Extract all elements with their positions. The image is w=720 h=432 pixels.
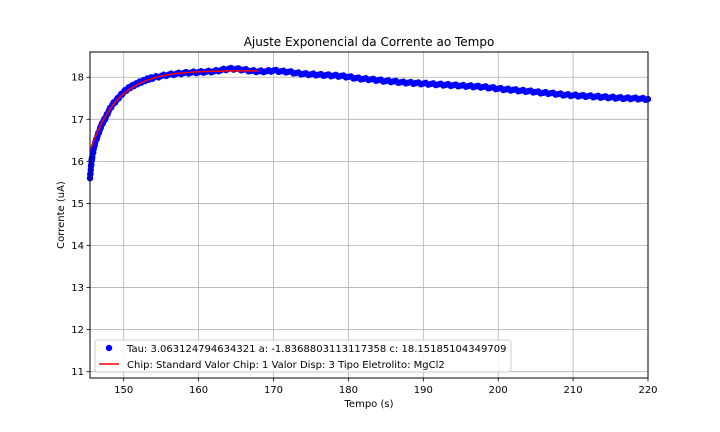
scatter-series: [86, 64, 652, 182]
plot-area: [86, 51, 652, 379]
y-tick-label: 13: [71, 283, 84, 294]
plot-background: [90, 52, 648, 378]
chart-title: Ajuste Exponencial da Corrente ao Tempo: [244, 35, 495, 49]
y-tick-label: 18: [71, 73, 84, 84]
series-layer: [86, 64, 652, 182]
x-tick-label: 210: [564, 385, 583, 396]
y-tick-label: 16: [71, 157, 84, 168]
x-tick-label: 170: [264, 385, 283, 396]
x-axis-title: Tempo (s): [344, 399, 394, 410]
ticks: 150 160 170 180 190 200 210 220 11 12 13 14 15 16 17 18: [71, 73, 657, 396]
x-tick-label: 220: [638, 385, 657, 396]
legend-label-line: Chip: Standard Valor Chip: 1 Valor Disp:…: [127, 360, 445, 371]
y-tick-label: 15: [71, 199, 84, 210]
x-tick-label: 180: [339, 385, 358, 396]
legend-box: [94, 339, 512, 373]
x-tick-label: 190: [414, 385, 433, 396]
fit-line: [90, 70, 259, 150]
legend-label-scatter: Tau: 3.063124794634321 a: -1.83688031131…: [126, 344, 506, 355]
legend: Tau: 3.063124794634321 a: -1.83688031131…: [94, 339, 512, 373]
x-tick-label: 200: [489, 385, 508, 396]
x-tick-label: 160: [189, 385, 208, 396]
y-tick-label: 12: [71, 325, 84, 336]
y-tick-label: 17: [71, 115, 84, 126]
plot-frame: [89, 51, 649, 379]
y-tick-label: 14: [71, 241, 84, 252]
legend-marker-scatter: [105, 344, 113, 352]
y-tick-label: 11: [71, 367, 84, 378]
x-tick-label: 150: [114, 385, 133, 396]
y-axis-title: Corrente (uA): [56, 181, 67, 249]
